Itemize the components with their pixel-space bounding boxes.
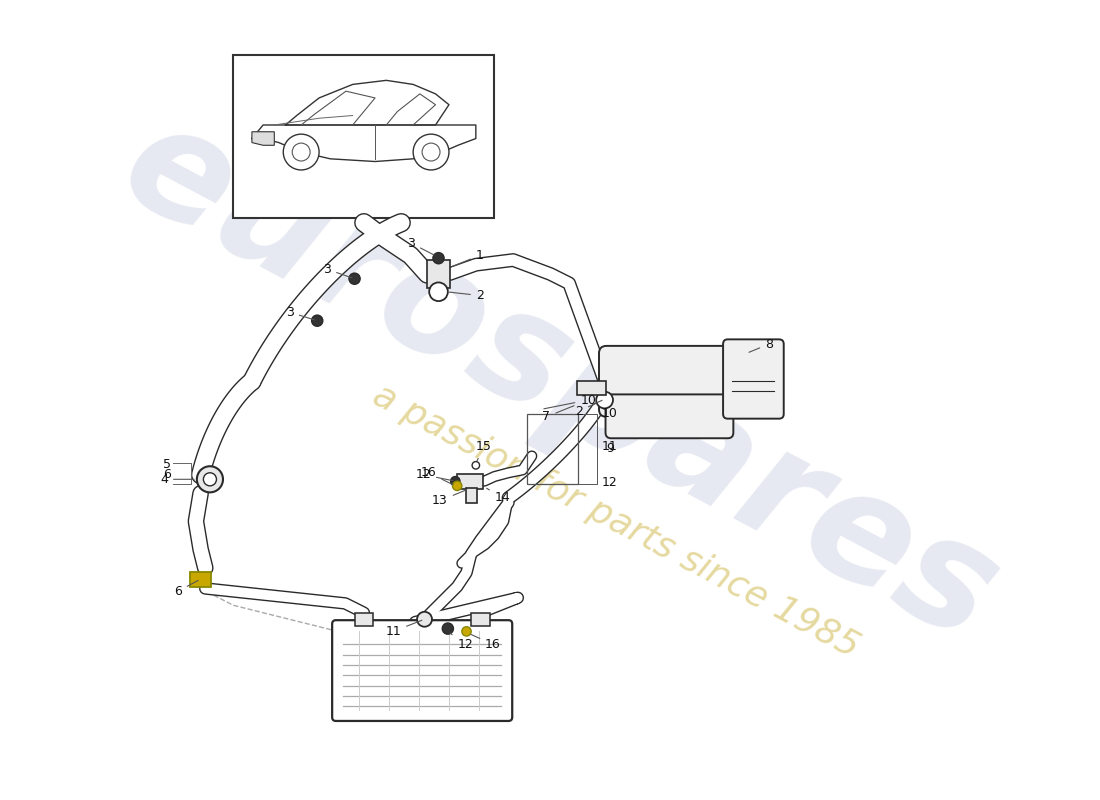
Text: 3: 3 — [407, 237, 434, 255]
Circle shape — [462, 626, 471, 636]
Circle shape — [472, 462, 480, 469]
Text: a passion for parts since 1985: a passion for parts since 1985 — [366, 378, 865, 665]
Text: 6: 6 — [163, 468, 170, 482]
Text: 14: 14 — [486, 488, 510, 505]
Text: 11: 11 — [602, 440, 617, 453]
Text: 13: 13 — [432, 490, 466, 507]
FancyBboxPatch shape — [600, 346, 735, 417]
Circle shape — [284, 134, 319, 170]
Text: 4: 4 — [161, 473, 194, 486]
Circle shape — [417, 612, 432, 626]
Circle shape — [293, 143, 310, 161]
Bar — [354, 613, 373, 626]
Circle shape — [451, 477, 460, 486]
Text: 16: 16 — [471, 634, 501, 651]
FancyBboxPatch shape — [723, 339, 783, 418]
Text: 2: 2 — [575, 400, 602, 418]
Text: 10: 10 — [543, 394, 596, 409]
Text: 12: 12 — [416, 468, 452, 481]
Text: 12: 12 — [602, 476, 617, 489]
Text: 11: 11 — [385, 620, 422, 638]
Circle shape — [349, 273, 360, 284]
Circle shape — [433, 253, 444, 264]
Circle shape — [452, 481, 462, 490]
Circle shape — [311, 315, 322, 326]
Text: 9: 9 — [606, 442, 614, 455]
Circle shape — [429, 282, 448, 301]
Text: 5: 5 — [163, 458, 170, 471]
Text: 7: 7 — [542, 406, 574, 423]
Circle shape — [596, 392, 613, 408]
Bar — [190, 572, 211, 586]
Text: 3: 3 — [286, 306, 315, 320]
Bar — [458, 474, 483, 489]
Text: 3: 3 — [323, 263, 352, 278]
FancyBboxPatch shape — [605, 394, 734, 438]
Text: 10: 10 — [602, 407, 618, 421]
Bar — [471, 613, 490, 626]
Text: 2: 2 — [449, 289, 484, 302]
Circle shape — [414, 134, 449, 170]
Bar — [527, 414, 579, 484]
Circle shape — [422, 143, 440, 161]
Text: 1: 1 — [452, 249, 484, 266]
Polygon shape — [252, 125, 476, 162]
Polygon shape — [252, 132, 274, 146]
FancyBboxPatch shape — [332, 620, 513, 721]
Bar — [465, 488, 476, 502]
Polygon shape — [286, 80, 449, 125]
Polygon shape — [576, 382, 606, 395]
Circle shape — [197, 466, 223, 492]
Text: 6: 6 — [174, 581, 198, 598]
Text: eurospares: eurospares — [98, 89, 1021, 674]
Text: 8: 8 — [749, 338, 773, 352]
Polygon shape — [427, 260, 450, 288]
Text: 15: 15 — [476, 440, 492, 461]
Circle shape — [204, 473, 217, 486]
Bar — [233, 54, 495, 218]
Text: 16: 16 — [421, 466, 453, 485]
Circle shape — [442, 623, 453, 634]
Text: 12: 12 — [450, 633, 473, 651]
